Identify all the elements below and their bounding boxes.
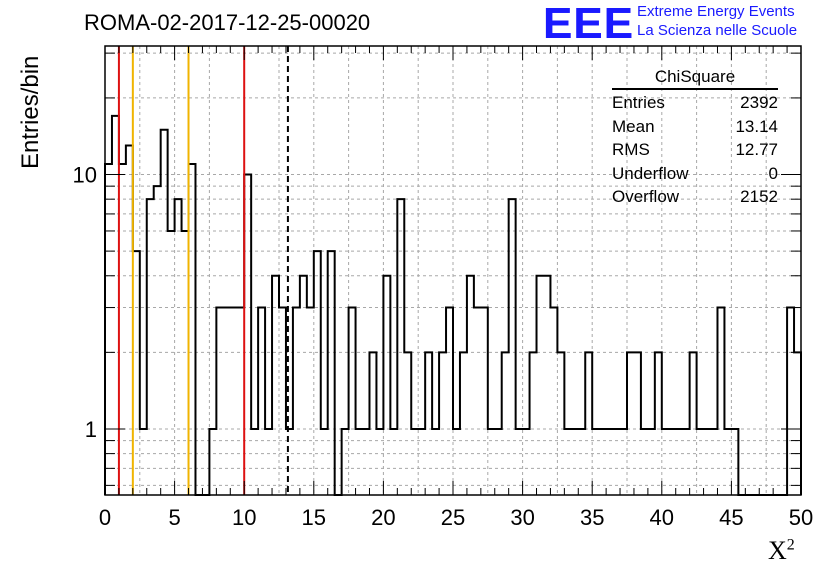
x-tick-label: 30 — [510, 505, 534, 530]
x-tick-label: 40 — [650, 505, 674, 530]
stats-row-mean: Mean 13.14 — [612, 115, 778, 139]
stats-row-overflow: Overflow 2152 — [612, 185, 778, 209]
stats-value: 12.77 — [735, 140, 778, 159]
x-tick-label: 10 — [232, 505, 256, 530]
x-tick-label: 20 — [371, 505, 395, 530]
stats-label: Overflow — [612, 187, 680, 206]
x-tick-label: 45 — [719, 505, 743, 530]
stats-row-rms: RMS 12.77 — [612, 138, 778, 162]
y-tick-label: 1 — [85, 417, 97, 442]
stats-label: RMS — [612, 140, 650, 159]
stats-value: 2392 — [740, 93, 778, 112]
stats-value: 13.14 — [735, 116, 778, 136]
stats-label: Mean — [612, 116, 655, 136]
stats-value: 2152 — [740, 187, 778, 206]
eee-logo: EEE — [543, 0, 635, 48]
stats-title: ChiSquare — [612, 67, 778, 90]
x-tick-label: 50 — [789, 505, 813, 530]
x-tick-label: 25 — [441, 505, 465, 530]
stats-label: Entries — [612, 93, 665, 112]
x-axis-label-sup: 2 — [786, 536, 795, 554]
x-axis-label-text: X — [768, 536, 787, 565]
stats-label: Underflow — [612, 163, 689, 183]
chart-title: ROMA-02-2017-12-25-00020 — [84, 10, 371, 35]
logo-line-2: La Scienza nelle Scuole — [637, 22, 798, 39]
x-axis-label: X2 — [768, 536, 795, 566]
logo-line-1: Extreme Energy Events — [637, 3, 795, 20]
stats-value: 0 — [768, 163, 778, 183]
stats-box: ChiSquare Entries 2392 Mean 13.14 RMS 12.77… — [612, 67, 778, 209]
stats-row-entries: Entries 2392 — [612, 91, 778, 115]
y-tick-label: 10 — [73, 163, 97, 188]
x-tick-label: 35 — [580, 505, 604, 530]
y-axis-label: Entries/bin — [17, 55, 44, 169]
stats-row-underflow: Underflow 0 — [612, 162, 778, 186]
x-tick-label: 5 — [168, 505, 180, 530]
x-tick-label: 0 — [99, 505, 111, 530]
x-tick-label: 15 — [302, 505, 326, 530]
